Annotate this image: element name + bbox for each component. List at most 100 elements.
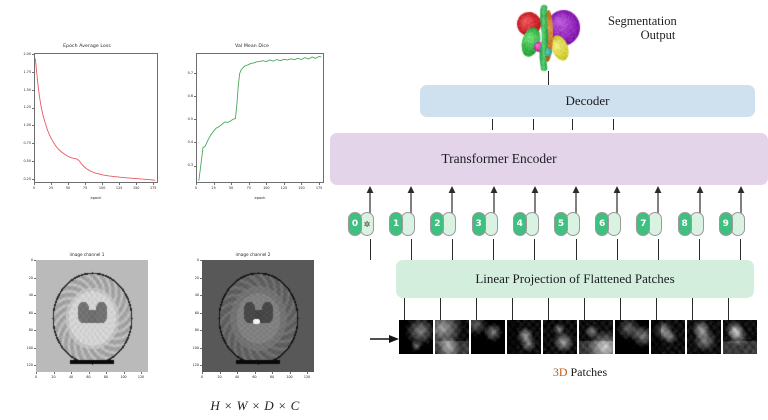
patch-token[interactable]: 5 (554, 212, 580, 236)
patch-up-stem (440, 298, 442, 320)
image-x-tick-mark (123, 372, 125, 374)
y-tick-mark (31, 54, 34, 56)
token-down-stem (699, 239, 701, 260)
token-index-pill: 7 (636, 212, 651, 236)
image-x-tick-label: 100 (120, 374, 127, 379)
y-tick-mark (193, 165, 196, 167)
token-embedding-pill (648, 212, 663, 236)
image-x-tick-mark (141, 372, 142, 374)
val-mean-dice-chart: Val Mean Dice epoch 0.3 0.4 0.5 0.6 0.7 0 25 50… (172, 44, 332, 206)
image-x-tick-label: 0 (34, 374, 38, 379)
image-x-tick-label: 40 (68, 374, 74, 379)
dice-curve (198, 56, 322, 181)
segmentation-output-caption: Segmentation Output (608, 14, 738, 42)
image-x-tick-mark (53, 372, 55, 374)
patch-thumbnail[interactable] (471, 320, 505, 354)
patch-token[interactable]: 4 (512, 212, 539, 236)
patch-up-stem (476, 298, 478, 320)
x-tick-mark (119, 183, 120, 186)
image-y-tick-mark (200, 295, 202, 296)
x-tick-mark (283, 183, 285, 186)
dice-chart-title: Val Mean Dice (235, 44, 269, 49)
image-x-tick-label: 20 (51, 374, 56, 379)
linear-projection-block[interactable]: Linear Projection of Flattened Patches (396, 260, 754, 298)
image-x-tick-label: 40 (234, 374, 240, 379)
image-x-tick-label: 0 (200, 374, 204, 379)
image-x-tick-label: 60 (252, 374, 257, 379)
x-tick-label: 175 (149, 186, 157, 190)
image-channel-1-panel: image channel 1 0 0 20 20 40 40 60 60 80 80 100 100… (12, 252, 162, 402)
patch-token[interactable]: 3 (471, 212, 498, 236)
token-index-pill: 0 (348, 212, 362, 236)
image-y-tick-mark (34, 260, 36, 261)
token-index-pill: 5 (554, 212, 568, 236)
x-tick-label: 175 (315, 186, 323, 190)
image-x-tick-mark (106, 372, 107, 374)
image-y-tick-label: 80 (194, 328, 199, 332)
patch-thumbnail[interactable] (651, 320, 685, 354)
y-tick-label: 0.4 (187, 140, 193, 145)
loss-xaxis-label: epoch (90, 196, 102, 200)
x-tick-mark (319, 183, 320, 186)
patch-thumbnail[interactable] (579, 320, 613, 354)
token-index-pill: 6 (595, 212, 610, 236)
token-down-stem (410, 239, 412, 260)
image-channel-1-title: image channel 1 (69, 252, 105, 257)
x-tick-mark (102, 183, 103, 186)
patch-thumbnail[interactable] (435, 320, 469, 354)
patches-caption: 3D Patches (490, 365, 670, 380)
image-y-tick-label: 20 (194, 275, 199, 280)
patch-token[interactable]: 7 (636, 212, 663, 236)
decoder-encoder-connector-4 (613, 119, 615, 130)
patch-token[interactable]: 9 (718, 212, 745, 236)
image-y-tick-mark (34, 330, 36, 331)
token-down-stem (493, 239, 495, 260)
token-up-arrow (448, 186, 456, 213)
x-tick-mark (196, 183, 197, 186)
image-x-tick-label: 100 (286, 374, 293, 379)
image-channel-2-title: image channel 2 (235, 252, 271, 257)
patch-up-stem (692, 298, 694, 320)
y-tick-mark (31, 72, 34, 73)
x-tick-mark (85, 183, 86, 186)
transformer-encoder-label: Transformer Encoder (441, 151, 557, 166)
patch-thumbnail[interactable] (615, 320, 649, 354)
patch-up-stem (656, 298, 658, 320)
patch-thumbnail[interactable] (399, 320, 433, 354)
decoder-encoder-connector-1 (492, 119, 494, 130)
token-down-stem (740, 239, 742, 260)
x-tick-label: 125 (115, 186, 123, 190)
x-tick-mark (34, 183, 35, 186)
patch-thumbnail[interactable] (687, 320, 721, 354)
x-tick-label: 50 (65, 186, 71, 190)
patch-token[interactable]: 0 ✲ (348, 212, 374, 236)
image-y-tick-mark (200, 260, 202, 261)
patch-thumbnail[interactable] (723, 320, 757, 354)
patch-token[interactable]: 8 (677, 212, 704, 236)
image-x-tick-mark (36, 372, 37, 374)
token-up-arrow (696, 186, 703, 213)
token-embedding-pill (401, 212, 416, 236)
patch-thumbnail[interactable] (543, 320, 577, 354)
image-y-tick-label: 0 (196, 258, 199, 262)
decoder-block[interactable]: Decoder (420, 85, 755, 117)
x-tick-label: 150 (298, 186, 305, 190)
y-tick-mark (31, 107, 34, 109)
token-embedding-pill (442, 212, 457, 236)
token-embedding-pill (730, 212, 745, 236)
image-x-tick-mark (289, 372, 291, 374)
patch-token[interactable]: 1 (389, 212, 416, 236)
patch-thumbnail[interactable] (507, 320, 541, 354)
patch-token[interactable]: 2 (430, 212, 457, 236)
x-tick-label: 25 (211, 186, 216, 190)
token-up-arrow (407, 186, 415, 213)
x-tick-mark (231, 183, 232, 186)
patch-token[interactable]: 6 (595, 212, 622, 236)
image-y-tick-mark (200, 312, 202, 314)
y-tick-mark (193, 95, 196, 97)
image-x-tick-label: 80 (269, 374, 275, 379)
patches-caption-3d: 3D (552, 365, 568, 379)
transformer-encoder-block[interactable]: Transformer Encoder (330, 133, 768, 185)
token-to-projection-stems (348, 239, 758, 261)
patch-token-row: 0 ✲ 1 2 3 4 5 6 7 8 9 (348, 212, 758, 240)
